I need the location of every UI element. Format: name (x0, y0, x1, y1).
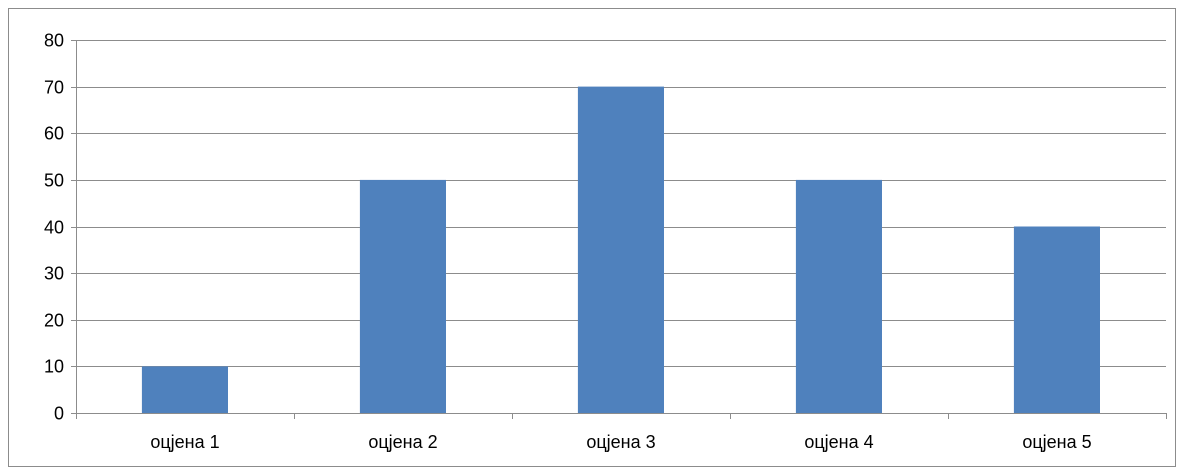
ytick-label-50: 50 (44, 171, 64, 191)
ytick-label-70: 70 (44, 78, 64, 98)
bar-2 (359, 179, 446, 413)
xtick-label-3: оцјена 3 (586, 432, 655, 452)
bar-4 (795, 179, 882, 413)
bar-layer (141, 86, 1100, 413)
axis-layer (71, 40, 1167, 419)
ytick-label-20: 20 (44, 311, 64, 331)
label-layer: 0 10 20 30 40 50 60 70 80 оцјена 1 оцјена 2 оцјена … (44, 31, 1092, 453)
ytick-label-80: 80 (44, 31, 64, 51)
chart-frame: 0 10 20 30 40 50 60 70 80 оцјена 1 оцјена 2 оцјена … (8, 8, 1176, 467)
xtick-label-5: оцјена 5 (1022, 432, 1091, 452)
xtick-label-1: оцјена 1 (150, 432, 219, 452)
bar-5 (1013, 226, 1100, 413)
ytick-label-0: 0 (54, 404, 64, 424)
bar-3 (577, 86, 664, 413)
ytick-label-40: 40 (44, 218, 64, 238)
ytick-label-60: 60 (44, 124, 64, 144)
xtick-label-2: оцјена 2 (368, 432, 437, 452)
ytick-label-10: 10 (44, 357, 64, 377)
xtick-label-4: оцјена 4 (804, 432, 873, 452)
bar-chart: 0 10 20 30 40 50 60 70 80 оцјена 1 оцјена 2 оцјена … (44, 31, 1167, 453)
ytick-label-30: 30 (44, 264, 64, 284)
bar-1 (141, 366, 228, 413)
